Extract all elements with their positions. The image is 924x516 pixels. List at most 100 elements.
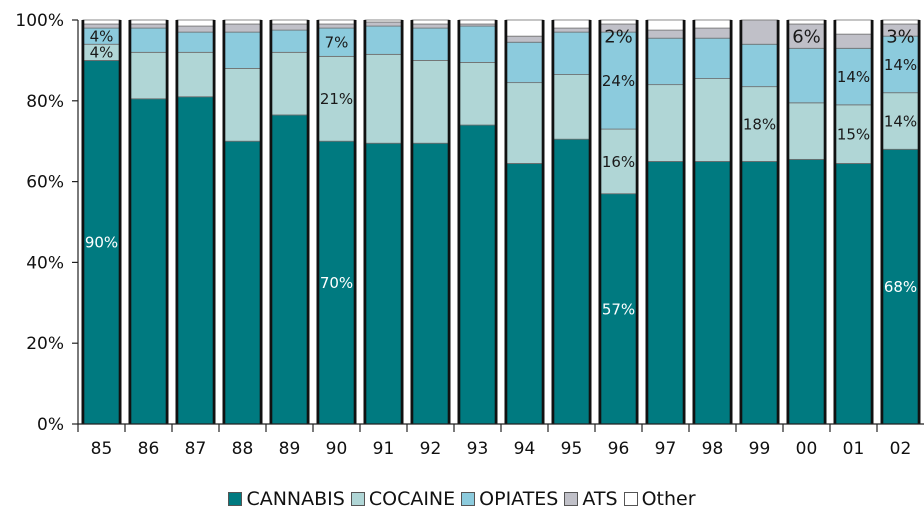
bar-segment-cocaine-91 [364,53,403,144]
bar-segment-opiates-86 [129,27,168,53]
bar-segment-other-86 [129,19,168,25]
bar-segment-ats-87 [176,25,215,33]
bar-segment-opiates-98 [693,37,732,79]
bar-edge-right-94 [541,20,545,424]
bar-segment-cocaine-98 [693,78,732,162]
bar-segment-other-85 [82,19,121,25]
bar-segment-cannabis-97 [646,160,685,425]
bar-edge-left-94 [504,20,508,424]
bar-segment-other-97 [646,19,685,31]
bars-layer [81,19,921,425]
bar-edge-left-95 [551,20,555,424]
data-label: 16% [602,153,635,171]
x-tick-label: 89 [279,439,301,459]
data-label: 7% [325,34,349,52]
bar-segment-cocaine-00 [787,102,826,160]
bar-segment-opiates-89 [270,29,309,53]
legend-swatch [623,492,638,506]
bar-segment-other-02 [881,19,920,25]
bar-edge-left-93 [457,20,461,424]
bar-edge-right-99 [776,20,780,424]
bar-segment-opiates-92 [411,27,450,61]
bar-edge-left-00 [786,20,790,424]
bar-edge-right-02 [917,20,921,424]
bar-segment-other-91 [364,19,403,23]
bar-edge-left-90 [316,20,320,424]
bar-segment-other-96 [599,19,638,25]
legend-label: OPIATES [479,488,559,510]
bar-segment-opiates-02 [881,35,920,94]
bar-edge-left-88 [222,20,226,424]
y-tick-label: 20% [26,334,64,354]
x-tick-label: 97 [655,439,677,459]
bar-segment-cannabis-88 [223,140,262,425]
bar-segment-cocaine-92 [411,60,450,144]
data-label: 18% [743,115,776,133]
bar-edge-right-93 [494,20,498,424]
bar-segment-cannabis-91 [364,142,403,425]
bar-segment-other-87 [176,19,215,27]
bar-segment-ats-86 [129,23,168,29]
x-tick-label: 87 [185,439,207,459]
bar-segment-cannabis-99 [740,160,779,425]
bar-edge-left-85 [81,20,85,424]
legend-swatch [564,492,579,506]
bar-segment-other-98 [693,19,732,29]
bar-edge-left-91 [363,20,367,424]
bar-edge-right-96 [635,20,639,424]
bar-segment-cocaine-96 [599,128,638,195]
data-label: 15% [837,126,870,144]
bar-segment-ats-01 [834,33,873,49]
bar-segment-ats-89 [270,23,309,31]
data-label: 57% [602,300,635,318]
legend-item-opiates: OPIATES [461,488,558,510]
y-tick-label: 40% [26,253,64,273]
bar-edge-left-02 [880,20,884,424]
bar-edge-left-97 [645,20,649,424]
x-tick-label: 95 [561,439,583,459]
x-tick-label: 00 [796,439,818,459]
data-label: 90% [85,234,118,252]
legend-item-ats: ATS [564,488,618,510]
x-tick-label: 98 [702,439,724,459]
x-tick-label: 02 [890,439,912,459]
bar-segment-ats-98 [693,27,732,39]
bar-segment-ats-99 [740,19,779,45]
bar-edge-right-97 [682,20,686,424]
bar-edge-right-86 [165,20,169,424]
data-label: 6% [792,27,821,48]
bar-segment-other-93 [458,19,497,25]
bar-edge-right-98 [729,20,733,424]
bar-segment-cocaine-02 [881,92,920,150]
bar-segment-ats-95 [552,27,591,33]
bar-segment-cannabis-95 [552,138,591,425]
bar-edge-right-95 [588,20,592,424]
bar-segment-cannabis-00 [787,158,826,425]
data-label: 21% [320,90,353,108]
bar-segment-cocaine-87 [176,51,215,98]
bar-segment-cocaine-88 [223,68,262,142]
axes-layer: 0% 20% 40% 60% 80% 100% 85 86 87 88 89 90 91 92 93 94 95… [15,11,924,459]
legend-swatch [350,492,365,506]
data-label: 70% [320,274,353,292]
legend-label: CANNABIS [246,488,345,510]
x-tick-label: 96 [608,439,630,459]
bar-edge-left-92 [410,20,414,424]
bar-edge-right-87 [212,20,216,424]
legend-label: Other [641,488,696,510]
data-label: 24% [602,72,635,90]
bar-edge-right-88 [259,20,263,424]
bar-segment-ats-88 [223,23,262,33]
y-tick-label: 0% [37,415,64,435]
bar-segment-opiates-99 [740,43,779,88]
bar-segment-opiates-97 [646,37,685,86]
bar-edge-left-89 [269,20,273,424]
bar-segment-cocaine-94 [505,82,544,164]
bar-segment-opiates-91 [364,25,403,55]
bar-edge-right-90 [353,20,357,424]
data-label: 4% [90,28,114,46]
bar-segment-other-90 [317,19,356,25]
bar-edge-left-87 [175,20,179,424]
legend-item-cannabis: CANNABIS [228,488,345,510]
